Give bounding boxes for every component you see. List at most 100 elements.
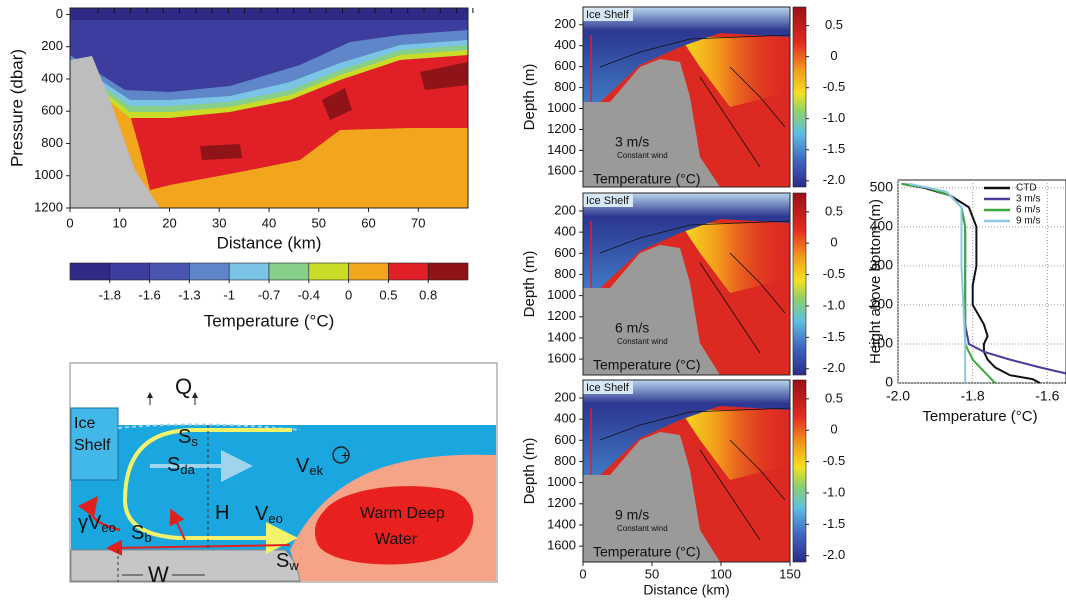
annotation: Ice Shelf bbox=[586, 382, 630, 394]
colorbar-label: Temperature (°C) bbox=[204, 311, 335, 330]
colorbar-tick-label: -1.8 bbox=[99, 287, 121, 302]
diagram-label: W bbox=[148, 562, 169, 587]
y-tick-label: 1000 bbox=[34, 167, 63, 182]
colorbar-tick-label: -2.0 bbox=[823, 172, 845, 187]
colorbar-tick-label: 0.5 bbox=[825, 203, 843, 218]
colorbar-swatch bbox=[229, 263, 269, 280]
colorbar bbox=[793, 380, 806, 562]
colorbar-tick-label: -2.0 bbox=[823, 360, 845, 375]
label-main: V bbox=[296, 455, 310, 477]
x-tick-label: 20 bbox=[162, 215, 176, 230]
y-tick-label: 200 bbox=[554, 16, 576, 31]
colorbar-tick-label: 0.5 bbox=[825, 17, 843, 32]
y-tick-label: 800 bbox=[41, 135, 63, 150]
diagram-label: Shelf bbox=[74, 437, 111, 454]
label-main: S bbox=[131, 522, 144, 544]
y-tick-label: 400 bbox=[554, 224, 576, 239]
label-main: S bbox=[276, 550, 289, 572]
diagram-label: Warm Deep bbox=[360, 505, 445, 522]
y-axis-label: Depth (m) bbox=[521, 438, 538, 505]
y-tick-label: 0 bbox=[56, 6, 63, 21]
label-main: S bbox=[167, 454, 180, 476]
diagram-label: Q bbox=[175, 374, 192, 399]
y-tick-label: 400 bbox=[554, 37, 576, 52]
y-tick-label: 1000 bbox=[547, 474, 576, 489]
y-tick-label: 600 bbox=[554, 245, 576, 260]
label-main: Water bbox=[375, 531, 418, 548]
x-tick-label: 100 bbox=[710, 566, 732, 581]
x-tick-label: 150 bbox=[779, 566, 801, 581]
colorbar-tick-label: -0.7 bbox=[258, 287, 280, 302]
colorbar-tick-label: -1.3 bbox=[178, 287, 200, 302]
colorbar-tick-label: 0.5 bbox=[379, 287, 397, 302]
contour-fill bbox=[200, 144, 242, 160]
annotation: Ice Shelf bbox=[586, 9, 630, 21]
y-tick-label: 1200 bbox=[547, 308, 576, 323]
label-main: W bbox=[148, 562, 169, 587]
annotation: 3 m/s bbox=[615, 134, 649, 150]
label-main: S bbox=[178, 426, 191, 448]
colorbar-tick-label: 0 bbox=[830, 48, 837, 63]
annotation: Temperature (°C) bbox=[593, 544, 701, 560]
annotation: Ice Shelf bbox=[586, 195, 630, 207]
x-tick-label: 50 bbox=[312, 215, 326, 230]
y-tick-label: 1600 bbox=[547, 163, 576, 178]
label-main: Shelf bbox=[74, 437, 111, 454]
y-tick-label: 1600 bbox=[547, 351, 576, 366]
label-main: V bbox=[255, 503, 269, 525]
colorbar-tick-label: 0.5 bbox=[825, 390, 843, 405]
label-sub: ek bbox=[309, 463, 323, 478]
colorbar-tick-label: -1.0 bbox=[823, 110, 845, 125]
label-main: H bbox=[215, 502, 229, 524]
colorbar-tick-label: 0 bbox=[830, 235, 837, 250]
x-tick-label: -1.6 bbox=[1035, 388, 1059, 404]
y-axis-label: Depth (m) bbox=[521, 251, 538, 318]
colorbar-swatch bbox=[349, 263, 389, 280]
annotation: Constant wind bbox=[617, 524, 668, 533]
y-tick-label: 200 bbox=[554, 202, 576, 217]
label-main: Warm Deep bbox=[360, 505, 445, 522]
y-tick-label: 200 bbox=[554, 389, 576, 404]
annotation: 6 m/s bbox=[615, 320, 649, 336]
colorbar-tick-label: -1.5 bbox=[823, 516, 845, 531]
y-tick-label: 400 bbox=[554, 411, 576, 426]
colorbar-swatch bbox=[388, 263, 428, 280]
annotation: Constant wind bbox=[617, 151, 668, 160]
y-tick-label: 500 bbox=[870, 179, 894, 195]
x-axis-label: Distance (km) bbox=[643, 582, 729, 598]
colorbar bbox=[793, 7, 806, 187]
label-sub: eo bbox=[101, 520, 115, 535]
colorbar-tick-label: -2.0 bbox=[823, 547, 845, 562]
colorbar-tick-label: -1.0 bbox=[823, 484, 845, 499]
x-tick-label: 10 bbox=[113, 215, 127, 230]
colorbar-swatch bbox=[428, 263, 468, 280]
diagram-label: Ice bbox=[74, 415, 95, 432]
colorbar-tick-label: -1.5 bbox=[823, 329, 845, 344]
y-axis-label: Pressure (dbar) bbox=[7, 49, 26, 167]
y-tick-label: 600 bbox=[554, 58, 576, 73]
legend-label: 9 m/s bbox=[1016, 216, 1040, 227]
annotation: Temperature (°C) bbox=[593, 357, 701, 373]
x-tick-label: -1.8 bbox=[961, 388, 985, 404]
x-tick-label: 0 bbox=[579, 566, 586, 581]
y-tick-label: 400 bbox=[41, 70, 63, 85]
y-tick-label: 1400 bbox=[547, 142, 576, 157]
label-sub: da bbox=[180, 462, 195, 477]
y-tick-label: 1000 bbox=[547, 100, 576, 115]
seabed bbox=[71, 550, 300, 581]
colorbar-swatch bbox=[269, 263, 309, 280]
y-tick-label: 1200 bbox=[547, 121, 576, 136]
x-tick-label: -2.0 bbox=[886, 388, 910, 404]
x-tick-label: 60 bbox=[361, 215, 375, 230]
x-axis-label: Temperature (°C) bbox=[922, 408, 1037, 425]
annotation: Temperature (°C) bbox=[593, 171, 701, 187]
colorbar-swatch bbox=[309, 263, 349, 280]
y-tick-label: 1000 bbox=[547, 287, 576, 302]
y-tick-label: 800 bbox=[554, 266, 576, 281]
colorbar-swatch bbox=[150, 263, 190, 280]
annotation: Constant wind bbox=[617, 337, 668, 346]
colorbar-tick-label: 0 bbox=[345, 287, 352, 302]
label-main: Q bbox=[175, 374, 192, 399]
y-tick-label: 200 bbox=[41, 38, 63, 53]
colorbar-tick-label: -1 bbox=[223, 287, 235, 302]
